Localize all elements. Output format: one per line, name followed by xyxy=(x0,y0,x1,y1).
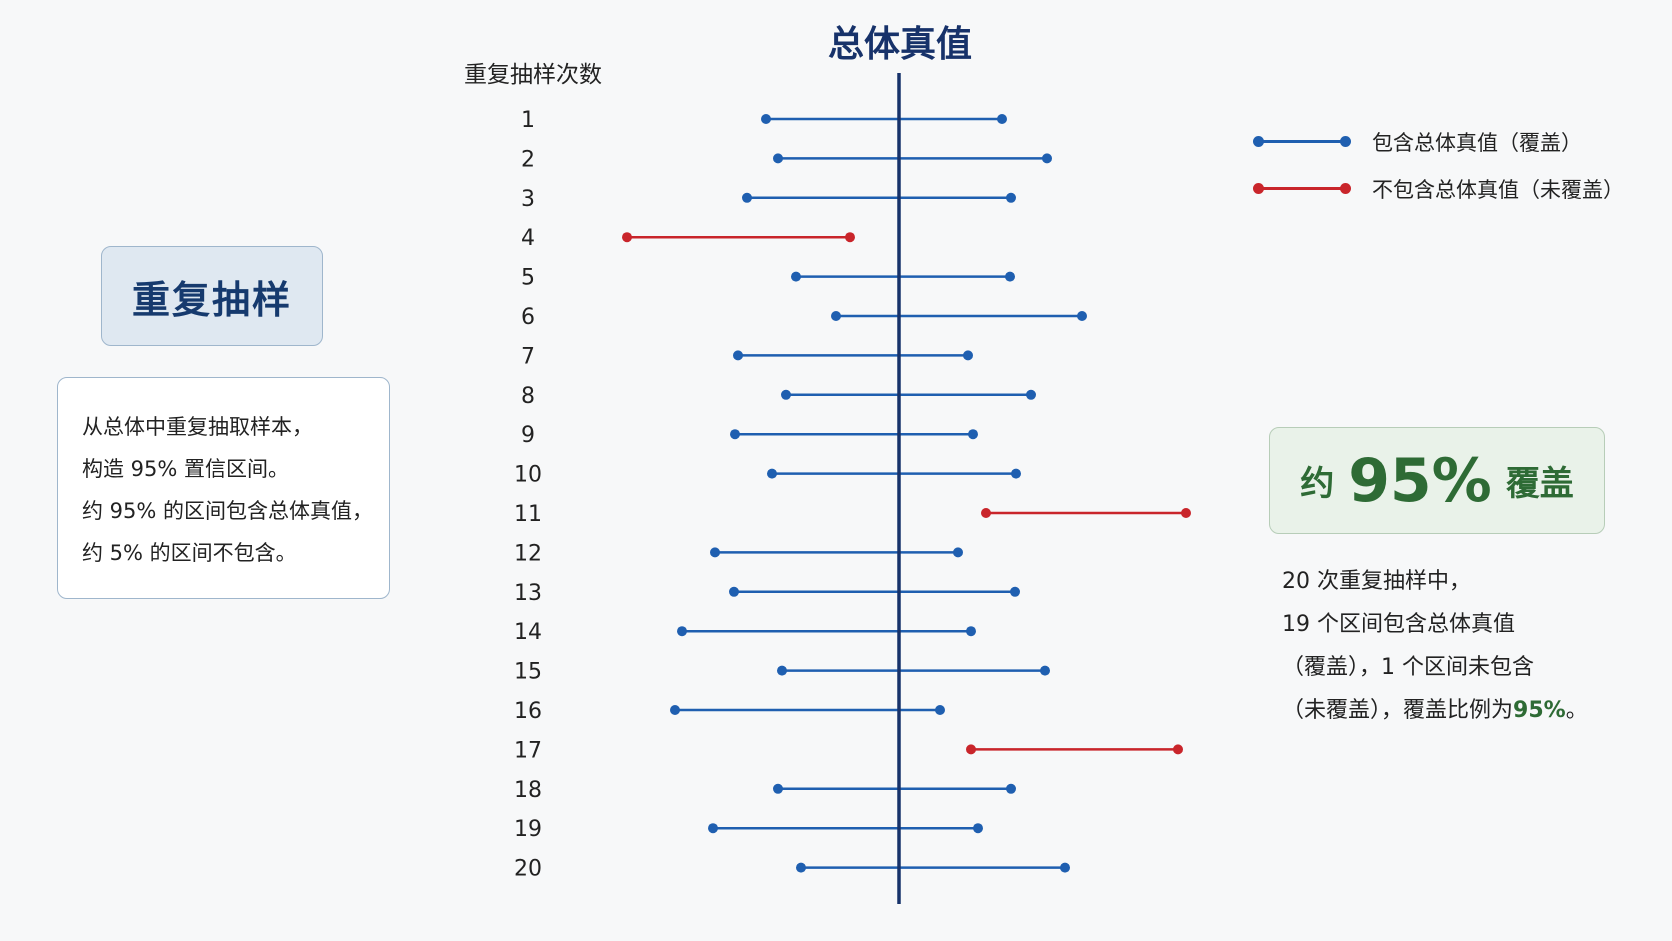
interval-upper-endpoint xyxy=(1010,586,1020,597)
row-label: 15 xyxy=(514,660,542,685)
row-label: 4 xyxy=(521,226,535,251)
legend: 包含总体真值（覆盖） 不包含总体真值（未覆盖） xyxy=(1253,118,1624,212)
row-label: 12 xyxy=(514,541,542,566)
interval-upper-endpoint xyxy=(1026,389,1036,400)
interval-lower-endpoint xyxy=(622,232,632,243)
interval-lower-endpoint xyxy=(742,192,752,203)
coverage-suffix: 覆盖 xyxy=(1505,464,1574,504)
interval-lower-endpoint xyxy=(831,311,841,321)
interval-lower-endpoint xyxy=(791,271,801,282)
interval-upper-endpoint xyxy=(1005,271,1015,282)
summary-line: （覆盖），1 个区间未包含 xyxy=(1282,655,1534,680)
row-label: 13 xyxy=(514,581,542,606)
interval-lower-endpoint xyxy=(761,114,771,124)
row-label: 1 xyxy=(521,108,535,133)
title-box-text: 重复抽样 xyxy=(131,277,292,322)
chart-title: 总体真值 xyxy=(828,24,972,65)
interval-lower-endpoint xyxy=(773,153,783,164)
row-header: 重复抽样次数 xyxy=(464,62,602,88)
interval-upper-endpoint xyxy=(1011,468,1021,479)
row-label: 5 xyxy=(521,266,535,291)
interval-lower-endpoint xyxy=(796,862,806,873)
row-label: 2 xyxy=(521,147,535,172)
interval-upper-endpoint xyxy=(1181,508,1191,518)
interval-upper-endpoint xyxy=(1077,311,1087,321)
legend-line-covered xyxy=(1253,136,1351,147)
summary-line4-prefix: （未覆盖），覆盖比例为 xyxy=(1282,698,1514,723)
interval-upper-endpoint xyxy=(1042,153,1052,164)
row-label: 8 xyxy=(521,384,535,409)
legend-dot xyxy=(1253,136,1264,147)
coverage-percent: 95% xyxy=(1348,445,1492,516)
summary-line: 20 次重复抽样中， xyxy=(1282,569,1471,594)
summary-line4-suffix: 。 xyxy=(1565,698,1588,723)
interval-lower-endpoint xyxy=(708,823,718,834)
interval-upper-endpoint xyxy=(973,823,983,834)
row-label: 7 xyxy=(521,344,535,369)
row-label: 16 xyxy=(514,699,542,724)
row-label: 9 xyxy=(521,423,535,448)
interval-lower-endpoint xyxy=(670,705,680,715)
interval-upper-endpoint xyxy=(997,114,1007,124)
legend-item-covered: 包含总体真值（覆盖） xyxy=(1253,118,1624,165)
row-label: 20 xyxy=(514,857,542,882)
row-label: 14 xyxy=(514,620,542,645)
coverage-box: 约 95% 覆盖 xyxy=(1269,427,1605,534)
legend-dot xyxy=(1340,183,1351,194)
summary-line: 19 个区间包含总体真值 xyxy=(1282,612,1515,637)
row-label: 19 xyxy=(514,817,542,842)
legend-dot xyxy=(1340,136,1351,147)
row-label: 6 xyxy=(521,305,535,330)
interval-lower-endpoint xyxy=(966,744,976,755)
summary-text: 20 次重复抽样中， 19 个区间包含总体真值 （覆盖），1 个区间未包含 （未… xyxy=(1282,560,1588,732)
interval-upper-endpoint xyxy=(966,626,976,637)
interval-upper-endpoint xyxy=(935,705,945,715)
interval-lower-endpoint xyxy=(729,586,739,597)
interval-upper-endpoint xyxy=(845,232,855,243)
interval-lower-endpoint xyxy=(677,626,687,637)
description-line: 从总体中重复抽取样本， xyxy=(82,415,313,439)
row-label: 11 xyxy=(514,502,542,527)
interval-lower-endpoint xyxy=(730,429,740,440)
interval-upper-endpoint xyxy=(1040,665,1050,676)
interval-upper-endpoint xyxy=(1006,192,1016,203)
interval-upper-endpoint xyxy=(953,547,963,558)
coverage-prefix: 约 xyxy=(1300,464,1335,504)
interval-upper-endpoint xyxy=(1060,862,1070,873)
summary-percent: 95% xyxy=(1513,698,1566,723)
interval-upper-endpoint xyxy=(1006,783,1016,794)
interval-upper-endpoint xyxy=(968,429,978,440)
legend-line-not-covered xyxy=(1253,183,1351,194)
interval-lower-endpoint xyxy=(781,389,791,400)
description-line: 约 5% 的区间不包含。 xyxy=(82,541,297,565)
interval-upper-endpoint xyxy=(1173,744,1183,755)
legend-dot xyxy=(1253,183,1264,194)
summary-line: （未覆盖），覆盖比例为95%。 xyxy=(1282,689,1588,732)
row-label: 3 xyxy=(521,187,535,212)
title-box: 重复抽样 xyxy=(101,246,323,346)
row-label: 10 xyxy=(514,463,542,488)
interval-lower-endpoint xyxy=(767,468,777,479)
row-label: 17 xyxy=(514,738,542,763)
legend-label-covered: 包含总体真值（覆盖） xyxy=(1372,130,1582,155)
description-line: 约 95% 的区间包含总体真值， xyxy=(82,499,374,523)
legend-label-not-covered: 不包含总体真值（未覆盖） xyxy=(1372,177,1624,202)
interval-lower-endpoint xyxy=(710,547,720,558)
legend-item-not-covered: 不包含总体真值（未覆盖） xyxy=(1253,165,1624,212)
interval-lower-endpoint xyxy=(981,508,991,518)
interval-lower-endpoint xyxy=(773,783,783,794)
interval-lower-endpoint xyxy=(733,350,743,361)
interval-upper-endpoint xyxy=(963,350,973,361)
description-box: 从总体中重复抽取样本， 构造 95% 置信区间。 约 95% 的区间包含总体真值… xyxy=(57,377,390,599)
row-label: 18 xyxy=(514,778,542,803)
description-line: 构造 95% 置信区间。 xyxy=(82,457,290,481)
interval-lower-endpoint xyxy=(777,665,787,676)
